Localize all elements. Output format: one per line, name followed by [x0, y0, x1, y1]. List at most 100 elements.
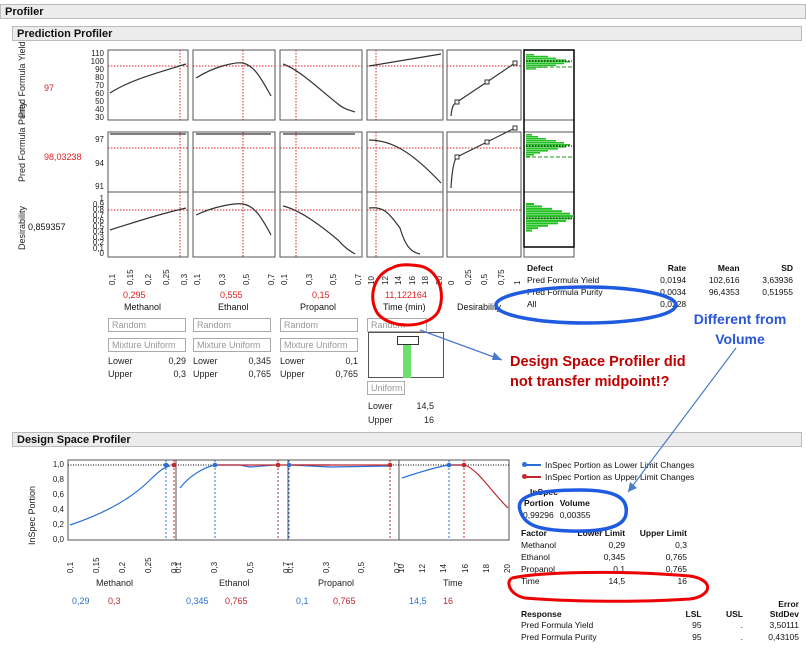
y-tick-label: 100	[90, 57, 104, 66]
response-curve	[368, 139, 442, 184]
defect-rate: 0,0194	[660, 275, 687, 285]
defect-table: Defect Rate Mean SD Pred Formula Yield 0…	[524, 262, 796, 310]
profiler-cell	[107, 131, 189, 193]
upper-limit-header: Upper Limit	[639, 528, 687, 538]
y-tick-label: 80	[95, 73, 104, 82]
response-curve	[282, 205, 356, 255]
factor-name-ethanol: Ethanol	[218, 302, 249, 312]
x-tick-label: 18	[481, 564, 491, 573]
upper-limit[interactable]: 0,765	[665, 552, 687, 562]
upper-limit-value: 0,765	[333, 596, 356, 606]
profiler-cell	[279, 131, 363, 193]
x-tick-label: 1	[513, 280, 522, 285]
response-value-yield: 97	[44, 83, 55, 93]
x-tick-label: 0,1	[286, 561, 295, 573]
defect-mean: 102,616	[708, 275, 740, 285]
upper-value: 0,765	[248, 369, 271, 379]
volume-value: 0,00355	[559, 510, 591, 520]
response-curve	[109, 63, 187, 94]
legend-item-upper: InSpec Portion as Upper Limit Changes	[522, 471, 695, 483]
time-distribution-box[interactable]	[368, 332, 444, 378]
lower-limit[interactable]: 0,345	[603, 552, 626, 562]
lower-limit-curve	[291, 464, 393, 468]
random-field-ethanol[interactable]: Random	[193, 318, 271, 332]
x-tick-label: 0,1	[108, 273, 117, 285]
x-tick-label: 0,15	[126, 269, 135, 285]
prediction-profiler-header[interactable]: Prediction Profiler	[12, 26, 802, 41]
defect-name: Pred Formula Purity	[527, 287, 603, 297]
design-space-cell	[175, 459, 289, 541]
x-tick-label: 0,1	[280, 273, 289, 285]
y-tick-label: 0,4	[52, 505, 64, 514]
table-row: 0,99296 0,00355	[520, 509, 593, 521]
histogram-bar	[526, 210, 562, 213]
lower-limit[interactable]: 14,5	[608, 576, 626, 586]
histogram-bar	[526, 229, 532, 232]
profiler-header[interactable]: Profiler	[0, 4, 806, 19]
legend-item-lower: InSpec Portion as Lower Limit Changes	[522, 459, 695, 471]
histogram-bar	[526, 146, 566, 148]
y-tick-label: 0,8	[52, 475, 64, 484]
defect-rate: 0,0034	[660, 287, 687, 297]
upper-limit-value: 0,3	[108, 596, 121, 606]
profiler-cell	[446, 191, 522, 258]
inspec-title: InSpec	[530, 487, 558, 497]
profiler-cell	[107, 49, 189, 121]
response-spec-table: Response LSL USL Error StdDev Pred Formu…	[518, 599, 802, 643]
dist-field-propanol[interactable]: Mixture Uniform	[280, 338, 358, 352]
lower-value: 0,1	[345, 356, 358, 366]
y-tick-label: 70	[95, 81, 104, 90]
factor-value-methanol[interactable]: 0,295	[123, 290, 146, 300]
random-field-propanol[interactable]: Random	[280, 318, 358, 332]
legend-lower-label: InSpec Portion as Lower Limit Changes	[545, 460, 695, 470]
x-tick-label: 0,25	[162, 269, 171, 285]
dist-field-ethanol[interactable]: Mixture Uniform	[193, 338, 271, 352]
rate-col-header: Rate	[667, 263, 687, 273]
random-field-time[interactable]: Random	[367, 318, 427, 332]
lower-limit-curve	[69, 465, 171, 526]
x-tick-label: 0	[447, 280, 456, 285]
lower-label: Lower	[280, 356, 305, 366]
lower-label: Lower	[193, 356, 218, 366]
upper-label: Upper	[193, 369, 218, 379]
x-tick-label: 20	[435, 276, 444, 285]
design-space-profiler-header[interactable]: Design Space Profiler	[12, 432, 802, 447]
desirability-histogram	[526, 203, 574, 232]
x-tick-label: 0,3	[217, 273, 227, 285]
legend-upper-label: InSpec Portion as Upper Limit Changes	[545, 472, 695, 482]
portion-header: Portion	[523, 498, 554, 508]
y-tick-label: 0,5	[92, 221, 104, 231]
upper-limit[interactable]: 0,765	[665, 564, 687, 574]
mean-col-header: Mean	[717, 263, 740, 273]
upper-value: 0,765	[335, 369, 358, 379]
x-tick-label: 0,3	[210, 561, 219, 573]
random-field-methanol[interactable]: Random	[108, 318, 186, 332]
dist-field-methanol[interactable]: Mixture Uniform	[108, 338, 186, 352]
x-tick-label: 0,3	[304, 273, 314, 285]
factor-value-time[interactable]: 11,122164	[385, 290, 427, 300]
upper-limit[interactable]: 16	[677, 576, 687, 586]
x-tick-label: 12	[418, 564, 428, 573]
upper-limit[interactable]: 0,3	[675, 540, 687, 550]
uniform-handle[interactable]	[397, 336, 419, 345]
dist-field-time[interactable]: Uniform	[367, 381, 405, 395]
lower-limit[interactable]: 0,1	[613, 564, 626, 574]
lower-limit-value: 0,1	[296, 596, 309, 606]
sd-col-header: SD	[781, 263, 793, 273]
x-tick-label: 14	[394, 276, 404, 285]
histogram-bar	[526, 68, 536, 70]
factor-value-ethanol[interactable]: 0,555	[220, 290, 243, 300]
upper-limit-value: 0,765	[225, 596, 248, 606]
factor-value-propanol[interactable]: 0,15	[312, 290, 330, 300]
factor-name: Propanol	[521, 564, 556, 574]
lower-limit[interactable]: 0,29	[608, 540, 626, 550]
y-tick-label: 94	[95, 158, 104, 168]
x-tick-label: 14	[439, 564, 449, 573]
histogram-bar	[526, 62, 564, 65]
y-tick-label: 0,9	[92, 199, 104, 209]
usl-value: .	[740, 632, 743, 642]
histogram-bar	[526, 222, 558, 225]
x-tick-label: 0,1	[66, 561, 75, 573]
y-tick-label: 0,6	[52, 490, 64, 499]
